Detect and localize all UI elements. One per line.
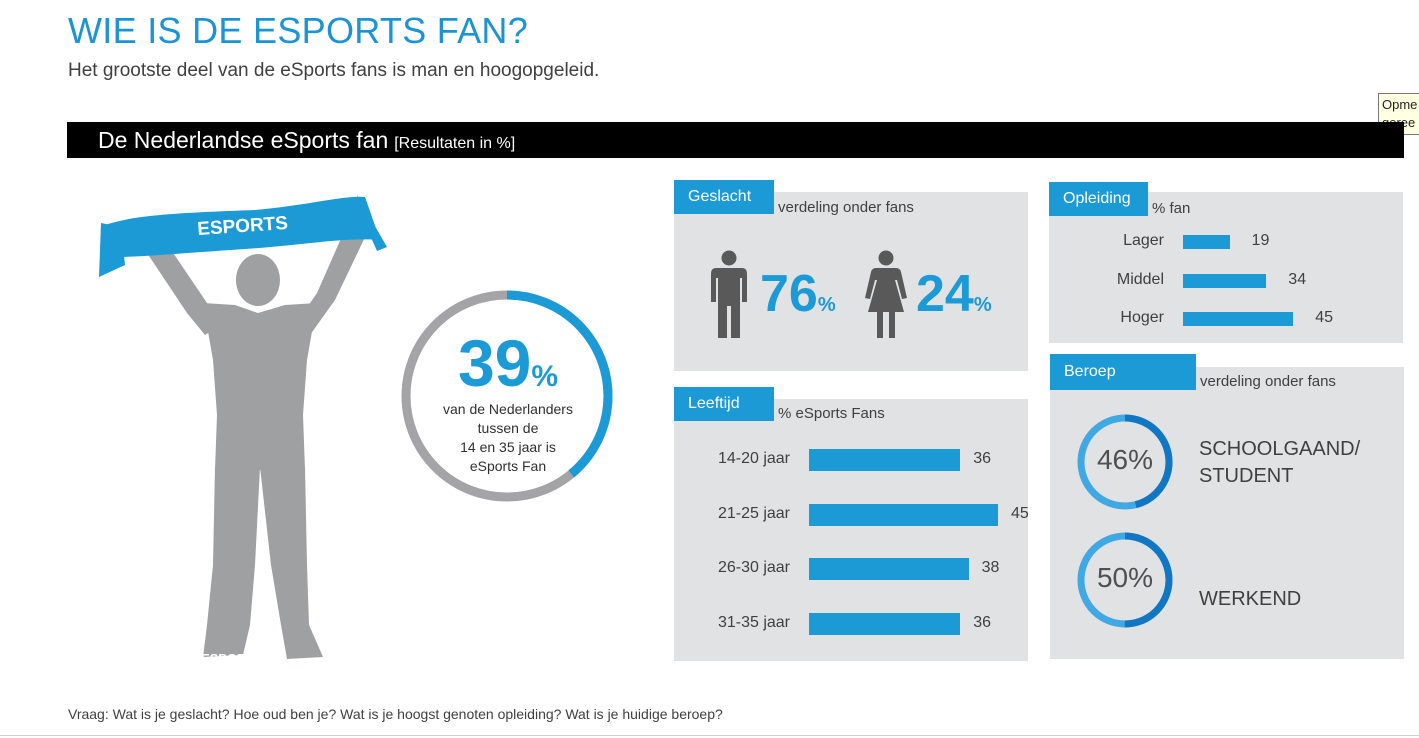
age-bar <box>809 612 961 635</box>
headline-caption: van de Nederlanders tussen de 14 en 35 j… <box>418 400 598 476</box>
scarf-fringe-left <box>99 223 125 277</box>
occupation-donut <box>1077 532 1173 628</box>
male-stat: 76% <box>760 264 836 324</box>
age-value: 38 <box>981 559 1000 576</box>
age-value: 36 <box>973 613 991 631</box>
scarf-fringe-right <box>357 195 387 251</box>
headline-value: 39 <box>457 326 532 400</box>
fan-silhouette <box>135 225 367 659</box>
shirt-text: ESPORTS <box>201 651 263 666</box>
occupation-category: SCHOOLGAAND/ STUDENT <box>1199 438 1361 487</box>
age-label: 21-25 jaar <box>717 504 790 522</box>
age-bar <box>809 558 969 580</box>
occupation-panel <box>1050 367 1404 659</box>
education-value: 45 <box>1315 309 1334 326</box>
age-bar <box>809 449 961 471</box>
headline-stat: 39% <box>438 326 578 400</box>
page-title: WIE IS DE ESPORTS FAN? <box>68 10 529 51</box>
age-value: 36 <box>973 450 991 467</box>
education-label: Lager <box>1123 232 1164 249</box>
age-label: 14-20 jaar <box>717 450 790 467</box>
education-bar <box>1183 312 1294 326</box>
education-caption: % fan <box>1152 200 1191 217</box>
occupation-category: WERKEND <box>1199 588 1302 610</box>
male-value: 76 <box>760 265 818 323</box>
page-subtitle: Het grootste deel van de eSports fans is… <box>68 60 600 81</box>
headline-line-2: tussen de <box>477 420 539 436</box>
age-caption: % eSports Fans <box>778 405 885 422</box>
bottom-divider <box>0 735 1419 736</box>
banner-title: De Nederlandse eSports fan [Resultaten in… <box>98 127 515 154</box>
occupation-donut <box>1077 414 1173 510</box>
occupation-donut-value: 46% <box>1096 444 1154 475</box>
occupation-caption: verdeling onder fans <box>1200 373 1336 390</box>
gender-tab: Geslacht <box>674 180 774 214</box>
male-icon <box>711 250 747 338</box>
gender-caption: verdeling onder fans <box>778 199 914 216</box>
age-label: 26-30 jaar <box>717 559 790 576</box>
footnote: Vraag: Wat is je geslacht? Hoe oud ben j… <box>68 706 723 722</box>
headline-line-1: van de Nederlanders <box>443 401 573 417</box>
age-label: 31-35 jaar <box>717 613 790 631</box>
donut-arc <box>1077 414 1173 510</box>
male-unit: % <box>817 294 836 316</box>
headline-unit: % <box>531 360 559 393</box>
occupation-tab: Beroep <box>1050 354 1196 390</box>
age-bar <box>809 503 998 526</box>
female-unit: % <box>973 294 992 316</box>
education-tab: Opleiding <box>1049 182 1148 216</box>
headline-line-3: 14 en 35 jaar is <box>460 439 556 455</box>
scarf-shape <box>105 196 380 257</box>
age-value: 45 <box>1011 504 1029 522</box>
age-tab: Leeftijd <box>674 387 774 421</box>
education-value: 34 <box>1288 270 1307 288</box>
ring-arc-fan <box>401 290 613 502</box>
education-bar <box>1183 235 1230 249</box>
education-label: Middel <box>1116 270 1164 288</box>
donut-arc <box>1077 532 1173 628</box>
education-value: 19 <box>1251 232 1270 249</box>
female-value: 24 <box>916 265 974 323</box>
female-icon <box>865 250 907 338</box>
education-label: Hoger <box>1120 309 1164 326</box>
fan-silhouette-illustration: ESPORTS ESPORTS <box>99 195 387 666</box>
banner-title-text: De Nederlandse eSports fan <box>98 127 389 153</box>
headline-line-4: eSports Fan <box>469 458 547 474</box>
banner-note: [Resultaten in %] <box>394 135 516 152</box>
section-banner <box>67 122 1404 158</box>
headline-ring-chart <box>401 290 613 502</box>
occupation-donut-value: 50% <box>1096 562 1154 593</box>
female-stat: 24% <box>916 264 992 324</box>
education-bar <box>1183 273 1267 288</box>
